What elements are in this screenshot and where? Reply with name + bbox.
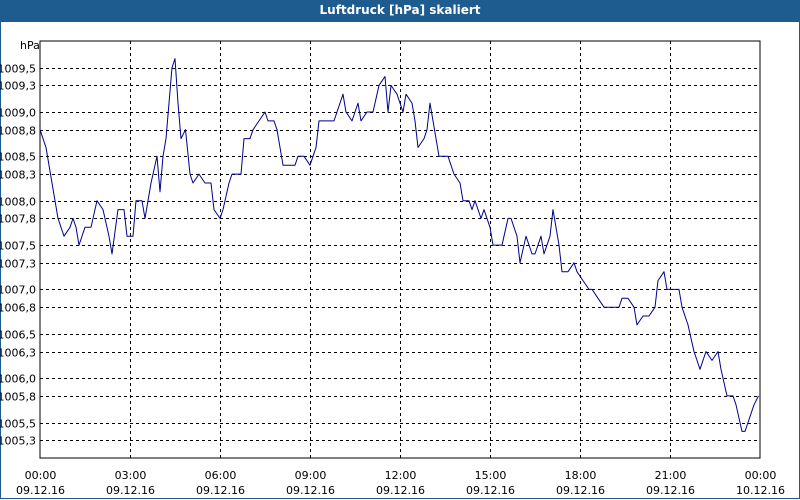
x-tick-date-label: 10.12.16 (736, 484, 785, 497)
y-tick-label: 1007,0 (0, 284, 36, 297)
chart-title: Luftdruck [hPa] skaliert (0, 0, 800, 22)
y-axis-tick-labels: 1009,5 1009,3 1009,0 1008,8 1008,5 1008,3 1008… (0, 63, 36, 448)
x-tick-time-label: 00:00 (25, 469, 57, 482)
y-tick-label: 1008,5 (0, 151, 36, 164)
y-tick-label: 1009,5 (0, 63, 36, 76)
x-tick-time-label: 03:00 (115, 469, 147, 482)
plot-area-border (39, 40, 761, 459)
y-tick-label: 1009,0 (0, 107, 36, 120)
y-tick-label: 1005,3 (0, 435, 36, 448)
x-tick-time-label: 15:00 (475, 469, 507, 482)
y-tick-label: 1008,3 (0, 169, 36, 182)
y-tick-label: 1006,0 (0, 373, 36, 386)
y-tick-label: 1008,0 (0, 196, 36, 209)
x-tick-date-label: 09.12.16 (646, 484, 695, 497)
y-tick-label: 1008,8 (0, 125, 36, 138)
x-tick-time-label: 18:00 (565, 469, 597, 482)
y-axis-unit-label: hPa (20, 39, 40, 52)
x-tick-date-label: 09.12.16 (196, 484, 245, 497)
y-tick-label: 1006,8 (0, 302, 36, 315)
y-tick-label: 1006,5 (0, 329, 36, 342)
x-tick-time-label: 00:00 (745, 469, 777, 482)
x-tick-date-label: 09.12.16 (376, 484, 425, 497)
y-tick-label: 1007,8 (0, 213, 36, 226)
y-tick-label: 1006,3 (0, 347, 36, 360)
x-tick-date-label: 09.12.16 (556, 484, 605, 497)
x-tick-date-label: 09.12.16 (106, 484, 155, 497)
x-axis-tick-labels: 00:00 09.12.16 03:00 09.12.16 06:00 09.12.16 0… (16, 469, 785, 497)
x-tick-time-label: 12:00 (385, 469, 417, 482)
y-tick-label: 1007,5 (0, 240, 36, 253)
y-tick-label: 1005,5 (0, 418, 36, 431)
y-tick-label: 1009,3 (0, 80, 36, 93)
series-layer (39, 58, 759, 432)
y-tick-label: 1005,8 (0, 391, 36, 404)
x-tick-time-label: 06:00 (205, 469, 237, 482)
x-tick-time-label: 21:00 (655, 469, 687, 482)
x-tick-date-label: 09.12.16 (16, 484, 65, 497)
x-tick-date-label: 09.12.16 (466, 484, 515, 497)
grid-lines (40, 41, 760, 458)
pressure-series-line (39, 58, 759, 432)
x-tick-date-label: 09.12.16 (286, 484, 335, 497)
y-tick-label: 1007,3 (0, 258, 36, 271)
x-tick-time-label: 09:00 (295, 469, 327, 482)
